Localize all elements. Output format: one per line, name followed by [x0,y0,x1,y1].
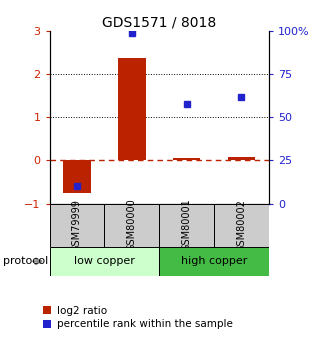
Bar [104,204,159,247]
Bar [118,58,146,160]
Bar [63,160,91,193]
Text: GSM80002: GSM80002 [236,199,246,252]
Text: GSM80000: GSM80000 [127,199,137,252]
Bar [214,204,269,247]
Bar [228,157,255,160]
Text: GSM80001: GSM80001 [182,199,192,252]
Bar [173,158,200,160]
Bar [159,247,269,276]
Bar [50,247,159,276]
Text: GSM79999: GSM79999 [72,199,82,252]
Bar [159,204,214,247]
Text: low copper: low copper [74,256,135,266]
Bar [50,204,104,247]
Text: high copper: high copper [181,256,247,266]
Legend: log2 ratio, percentile rank within the sample: log2 ratio, percentile rank within the s… [39,302,236,333]
Title: GDS1571 / 8018: GDS1571 / 8018 [102,16,216,30]
Text: protocol: protocol [3,256,48,266]
